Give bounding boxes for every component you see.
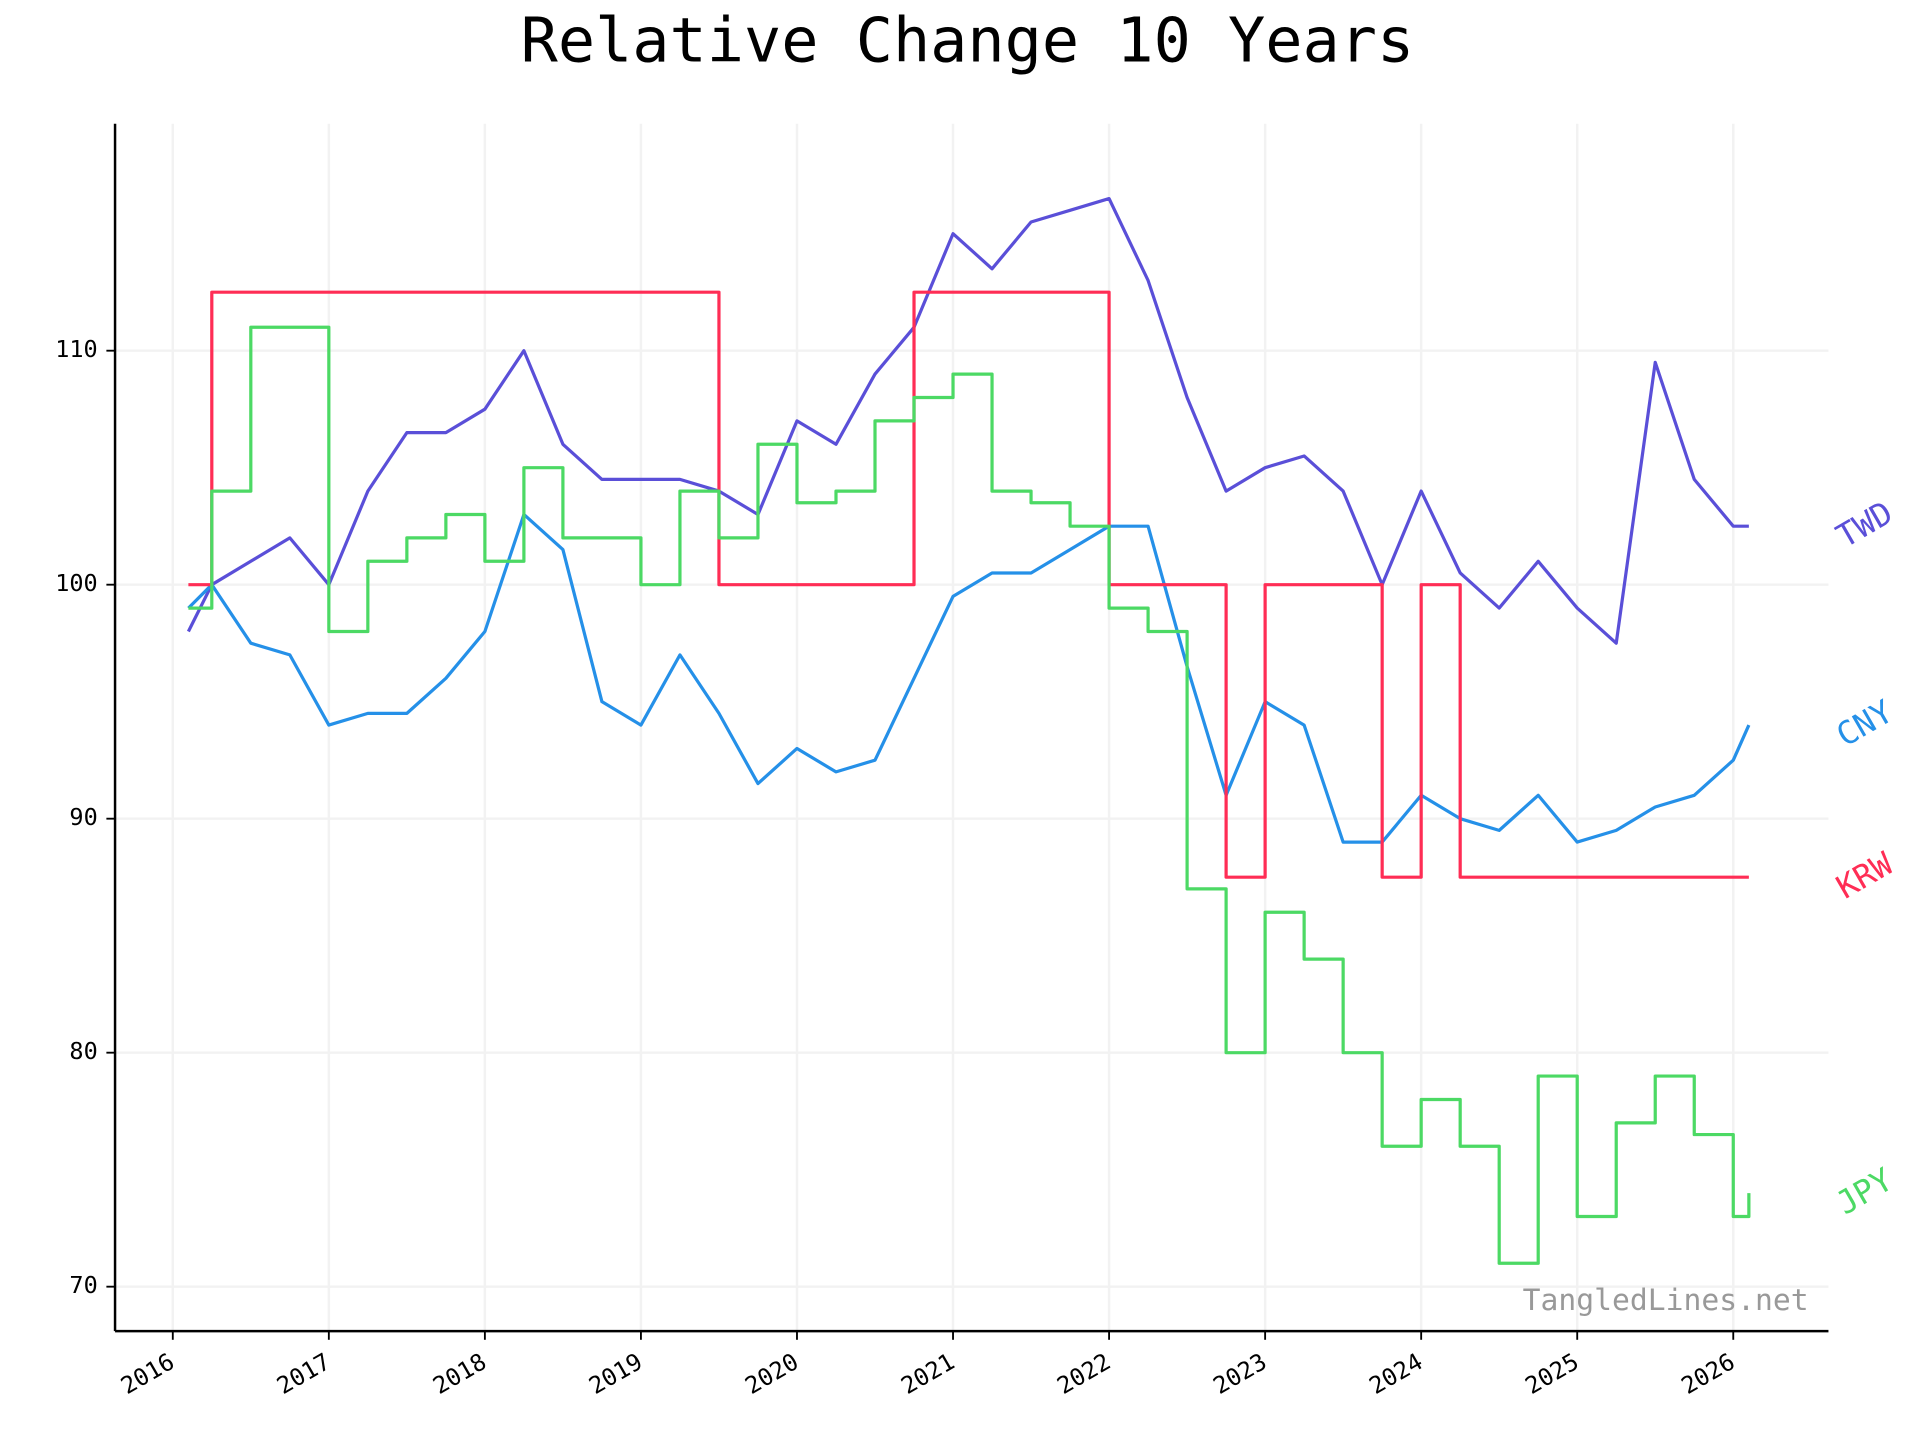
lines: TWD CNY KRW JPY bbox=[186, 196, 1900, 1265]
series-label: KRW bbox=[1830, 844, 1900, 906]
x-tick-label: 2025 bbox=[1520, 1347, 1583, 1400]
series-label: CNY bbox=[1830, 692, 1899, 754]
y-tick-label: 80 bbox=[69, 1037, 97, 1065]
x-tick-label: 2026 bbox=[1677, 1347, 1740, 1400]
series-line bbox=[187, 512, 1751, 844]
axes: 70 80 90 100 110 2016 2017 2018 2019 2020 2021 2022… bbox=[55, 123, 1829, 1400]
series-line bbox=[188, 325, 1751, 1265]
x-tick-label: 2018 bbox=[428, 1347, 491, 1400]
series-line bbox=[186, 196, 1749, 645]
x-tick-label: 2023 bbox=[1208, 1347, 1271, 1400]
x-tick-label: 2016 bbox=[116, 1347, 179, 1400]
series-label: TWD bbox=[1830, 493, 1899, 555]
y-tick-label: 100 bbox=[55, 569, 97, 597]
chart-title: Relative Change 10 Years bbox=[521, 5, 1415, 77]
y-tick-label: 110 bbox=[55, 335, 97, 363]
x-tick-label: 2024 bbox=[1364, 1347, 1427, 1400]
y-tick-label: 90 bbox=[69, 803, 97, 831]
series-label: JPY bbox=[1830, 1160, 1899, 1222]
x-tick-label: 2020 bbox=[740, 1347, 803, 1400]
series-line bbox=[188, 290, 1749, 879]
y-tick-label: 70 bbox=[69, 1271, 97, 1299]
watermark: TangledLines.net bbox=[1523, 1283, 1809, 1318]
x-tick-label: 2017 bbox=[272, 1347, 335, 1400]
x-tick-label: 2019 bbox=[584, 1347, 647, 1400]
x-tick-label: 2021 bbox=[896, 1347, 959, 1400]
grid bbox=[115, 123, 1829, 1332]
x-tick-label: 2022 bbox=[1052, 1347, 1115, 1400]
